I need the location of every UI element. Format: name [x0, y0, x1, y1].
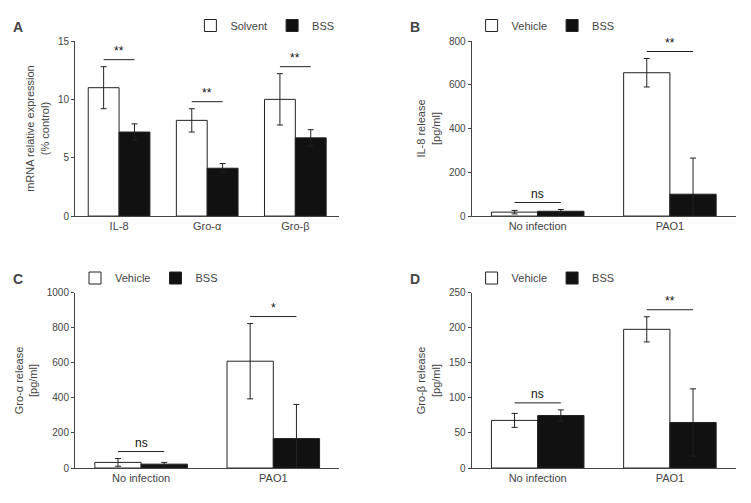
svg-text:Gro-β: Gro-β: [281, 220, 309, 232]
svg-text:D: D: [410, 271, 420, 287]
svg-text:800: 800: [52, 322, 69, 333]
svg-text:Gro-α release[pg/ml]: Gro-α release[pg/ml]: [13, 347, 39, 415]
svg-text:PAO1: PAO1: [259, 472, 288, 484]
svg-text:IL-8: IL-8: [110, 220, 129, 232]
svg-text:200: 200: [449, 167, 466, 178]
svg-text:0: 0: [460, 463, 466, 474]
svg-text:**: **: [665, 294, 675, 308]
svg-text:No infection: No infection: [509, 472, 567, 484]
svg-text:BSS: BSS: [592, 272, 614, 284]
svg-text:200: 200: [52, 427, 69, 438]
svg-text:ns: ns: [531, 187, 544, 201]
svg-text:No infection: No infection: [509, 220, 567, 232]
svg-text:BSS: BSS: [312, 20, 334, 32]
svg-text:400: 400: [52, 392, 69, 403]
svg-text:15: 15: [58, 36, 70, 47]
svg-text:C: C: [13, 271, 23, 287]
svg-text:400: 400: [449, 123, 466, 134]
svg-text:1000: 1000: [47, 287, 70, 298]
svg-text:ns: ns: [135, 436, 148, 450]
svg-text:PAO1: PAO1: [656, 220, 685, 232]
svg-text:100: 100: [449, 392, 466, 403]
svg-text:Vehicle: Vehicle: [115, 272, 150, 284]
svg-text:**: **: [290, 51, 300, 65]
svg-text:10: 10: [58, 94, 70, 105]
svg-text:Gro-β release[pg/ml]: Gro-β release[pg/ml]: [415, 347, 441, 414]
svg-text:Solvent: Solvent: [230, 20, 267, 32]
svg-text:mRNA relative expression(% con: mRNA relative expression(% control): [24, 65, 50, 192]
svg-text:**: **: [114, 44, 124, 58]
svg-text:A: A: [13, 19, 23, 35]
svg-text:Gro-α: Gro-α: [193, 220, 222, 232]
svg-text:50: 50: [454, 427, 466, 438]
svg-text:IL-8 release[pg/ml]: IL-8 release[pg/ml]: [415, 99, 441, 157]
svg-text:5: 5: [63, 152, 69, 163]
svg-text:ns: ns: [531, 387, 544, 401]
svg-text:**: **: [202, 86, 212, 100]
svg-text:PAO1: PAO1: [656, 472, 685, 484]
svg-text:600: 600: [449, 79, 466, 90]
svg-text:No infection: No infection: [112, 472, 170, 484]
svg-text:B: B: [410, 19, 420, 35]
svg-text:600: 600: [52, 357, 69, 368]
svg-text:BSS: BSS: [195, 272, 217, 284]
svg-text:Vehicle: Vehicle: [512, 272, 547, 284]
svg-text:800: 800: [449, 36, 466, 47]
svg-text:0: 0: [460, 211, 466, 222]
svg-text:150: 150: [449, 357, 466, 368]
svg-text:*: *: [271, 301, 276, 315]
svg-text:**: **: [665, 36, 675, 50]
svg-text:0: 0: [63, 211, 69, 222]
svg-text:Vehicle: Vehicle: [512, 20, 547, 32]
svg-text:BSS: BSS: [592, 20, 614, 32]
svg-text:200: 200: [449, 322, 466, 333]
svg-text:250: 250: [449, 287, 466, 298]
svg-text:0: 0: [63, 463, 69, 474]
